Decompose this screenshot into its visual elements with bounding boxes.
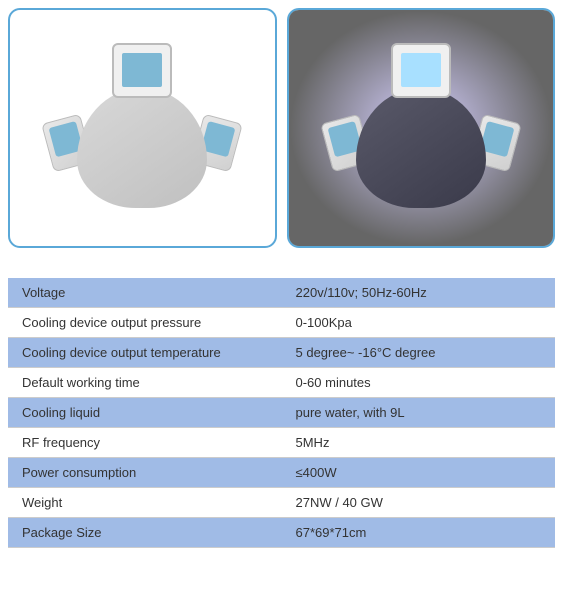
spec-value: 0-60 minutes [282, 368, 556, 398]
spec-value: 27NW / 40 GW [282, 488, 556, 518]
spec-row: RF frequency 5MHz [8, 428, 555, 458]
spec-row: Power consumption ≤400W [8, 458, 555, 488]
device-illustration-left [42, 38, 242, 218]
spec-value: pure water, with 9L [282, 398, 556, 428]
spec-value: 220v/110v; 50Hz-60Hz [282, 278, 556, 308]
product-image-left [8, 8, 277, 248]
spec-row: Weight27NW / 40 GW [8, 488, 555, 518]
spec-value: 5MHz [282, 428, 556, 458]
spec-label: Cooling liquid [8, 398, 282, 428]
spec-label: Cooling device output temperature [8, 338, 282, 368]
spec-label: Package Size [8, 518, 282, 548]
device-illustration-right [321, 38, 521, 218]
spec-label: Voltage [8, 278, 282, 308]
product-image-right [287, 8, 556, 248]
spec-label: RF frequency [8, 428, 282, 458]
spec-row: Cooling device output pressure0-100Kpa [8, 308, 555, 338]
product-image-row [8, 8, 555, 248]
spec-label: Default working time [8, 368, 282, 398]
spec-row: Voltage220v/110v; 50Hz-60Hz [8, 278, 555, 308]
spec-row: Default working time0-60 minutes [8, 368, 555, 398]
spec-value: 0-100Kpa [282, 308, 556, 338]
spec-value: 5 degree~ -16°C degree [282, 338, 556, 368]
spec-value: 67*69*71cm [282, 518, 556, 548]
spec-row: Package Size 67*69*71cm [8, 518, 555, 548]
spec-label: Weight [8, 488, 282, 518]
spec-table: Voltage220v/110v; 50Hz-60HzCooling devic… [8, 278, 555, 548]
spec-row: Cooling device output temperature 5 degr… [8, 338, 555, 368]
spec-table-body: Voltage220v/110v; 50Hz-60HzCooling devic… [8, 278, 555, 548]
spec-value: ≤400W [282, 458, 556, 488]
spec-label: Power consumption [8, 458, 282, 488]
spec-label: Cooling device output pressure [8, 308, 282, 338]
spec-row: Cooling liquid pure water, with 9L [8, 398, 555, 428]
